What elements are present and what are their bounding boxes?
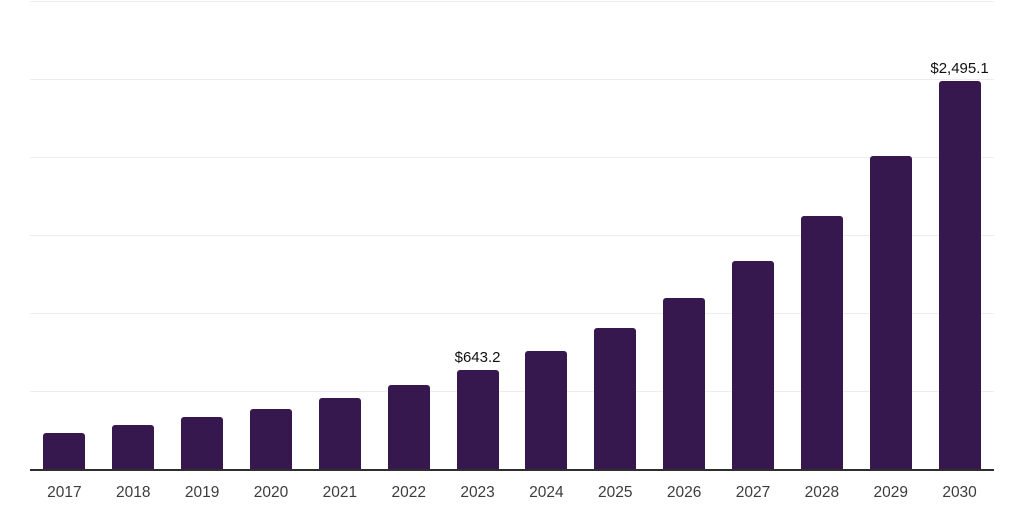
- bar-2027: [732, 261, 774, 470]
- x-axis-line: [30, 469, 994, 471]
- bar-2030: [938, 80, 981, 470]
- x-tick-label: 2018: [116, 484, 151, 501]
- bar-2025: [594, 327, 637, 470]
- x-tick-label: 2029: [873, 484, 908, 501]
- x-tick-label: 2020: [253, 484, 289, 501]
- x-tick-label: 2017: [47, 484, 82, 501]
- gridline: [30, 313, 994, 314]
- plot-area: $643.2 $2,495.1: [30, 1, 994, 471]
- x-tick-label: 2027: [735, 484, 771, 501]
- bar-2017: [43, 433, 86, 470]
- bar-2020: [250, 408, 292, 470]
- bar-2022: [387, 385, 430, 470]
- bar-2026: [663, 298, 706, 470]
- bar-value-label: $643.2: [454, 348, 501, 366]
- gridline: [30, 1, 994, 2]
- gridline: [30, 79, 994, 80]
- gridline: [30, 235, 994, 236]
- bar-2023: [456, 369, 499, 470]
- x-tick-label: 2019: [184, 484, 220, 501]
- x-tick-label: 2023: [460, 484, 495, 501]
- x-axis-labels: 2017 2018 2019 2020 2021 2022 2023 2024 2025 2026…: [30, 484, 994, 506]
- bar-2018: [112, 425, 155, 470]
- x-tick-label: 2025: [598, 484, 633, 501]
- x-tick-label: 2022: [391, 484, 426, 501]
- x-tick-label: 2024: [529, 484, 564, 501]
- bar-2028: [800, 215, 843, 470]
- bar-2019: [181, 416, 224, 470]
- bar-2029: [869, 156, 912, 470]
- gridline: [30, 391, 994, 392]
- x-tick-label: 2028: [804, 484, 840, 501]
- x-tick-label: 2030: [942, 484, 977, 501]
- x-tick-label: 2021: [322, 484, 358, 501]
- x-tick-label: 2026: [666, 484, 702, 501]
- gridline: [30, 157, 994, 158]
- bar-2024: [525, 351, 568, 470]
- bar-2021: [318, 398, 361, 470]
- bar-value-label: $2,495.1: [930, 59, 989, 77]
